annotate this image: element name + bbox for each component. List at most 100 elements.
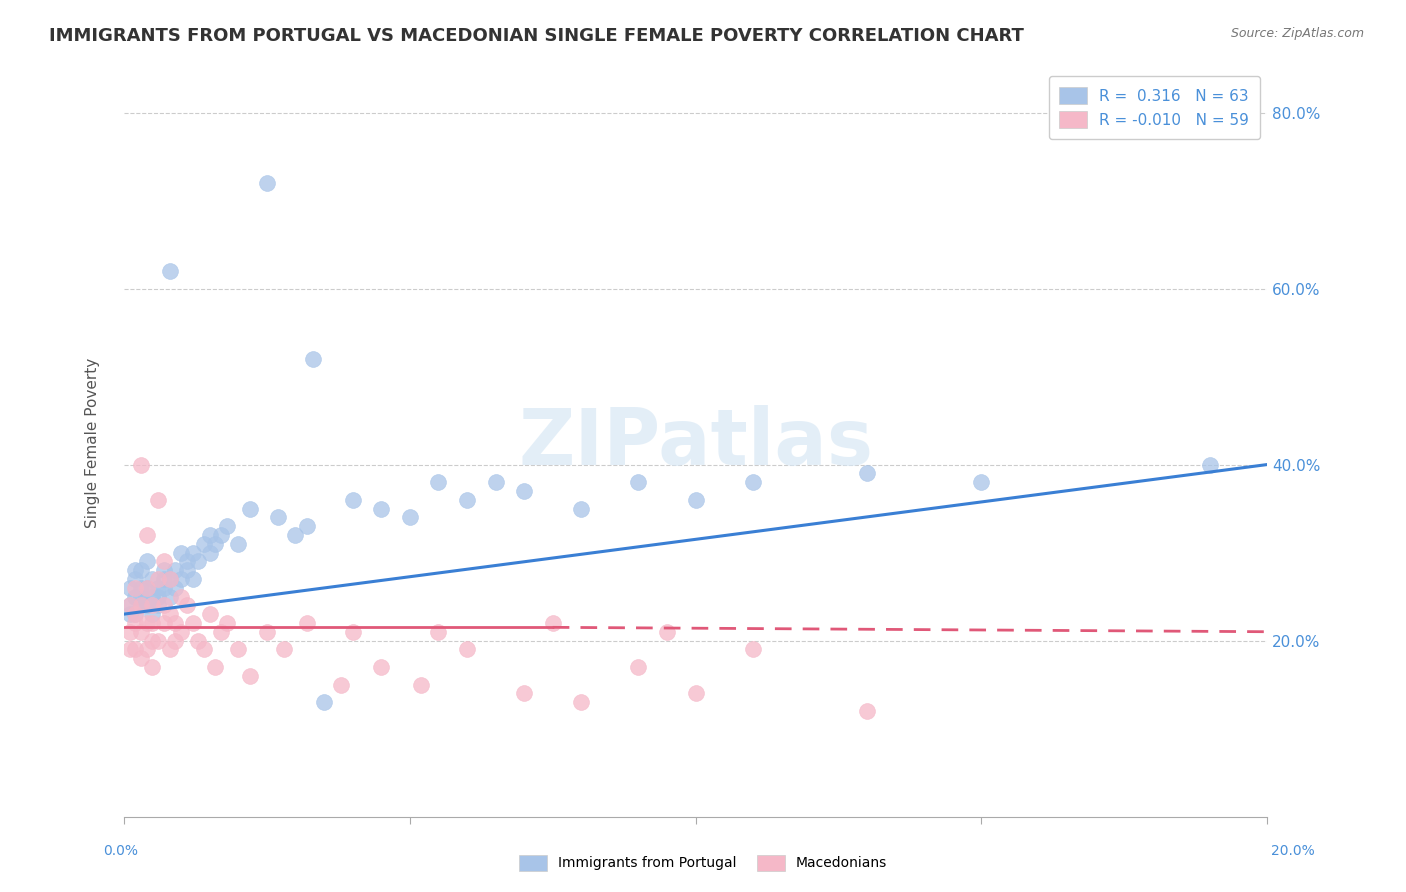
Point	[342, 624, 364, 639]
Point	[153, 581, 176, 595]
Point	[148, 590, 170, 604]
Point	[124, 563, 146, 577]
Point	[129, 581, 152, 595]
Point	[148, 599, 170, 613]
Point	[165, 563, 187, 577]
Point	[370, 501, 392, 516]
Point	[256, 176, 278, 190]
Point	[427, 624, 450, 639]
Point	[165, 633, 187, 648]
Text: Source: ZipAtlas.com: Source: ZipAtlas.com	[1230, 27, 1364, 40]
Point	[685, 492, 707, 507]
Point	[456, 642, 478, 657]
Point	[284, 528, 307, 542]
Point	[513, 686, 536, 700]
Point	[129, 624, 152, 639]
Point	[159, 572, 181, 586]
Point	[427, 475, 450, 490]
Point	[124, 607, 146, 621]
Point	[655, 624, 678, 639]
Point	[209, 528, 232, 542]
Point	[198, 545, 221, 559]
Point	[239, 669, 262, 683]
Point	[856, 704, 879, 718]
Point	[135, 528, 157, 542]
Point	[135, 599, 157, 613]
Point	[342, 492, 364, 507]
Point	[741, 642, 763, 657]
Point	[569, 501, 592, 516]
Point	[135, 581, 157, 595]
Point	[226, 642, 249, 657]
Point	[176, 554, 198, 568]
Point	[141, 590, 163, 604]
Point	[118, 624, 141, 639]
Point	[193, 537, 215, 551]
Y-axis label: Single Female Poverty: Single Female Poverty	[86, 358, 100, 528]
Point	[295, 615, 318, 630]
Point	[411, 677, 433, 691]
Point	[118, 599, 141, 613]
Point	[118, 642, 141, 657]
Point	[159, 264, 181, 278]
Point	[295, 519, 318, 533]
Point	[118, 599, 141, 613]
Point	[129, 458, 152, 472]
Point	[141, 607, 163, 621]
Point	[141, 660, 163, 674]
Point	[215, 615, 238, 630]
Point	[856, 467, 879, 481]
Point	[170, 590, 193, 604]
Point	[135, 615, 157, 630]
Point	[135, 554, 157, 568]
Point	[198, 607, 221, 621]
Point	[456, 492, 478, 507]
Point	[226, 537, 249, 551]
Point	[129, 651, 152, 665]
Point	[153, 615, 176, 630]
Point	[176, 599, 198, 613]
Point	[148, 572, 170, 586]
Point	[153, 599, 176, 613]
Legend: Immigrants from Portugal, Macedonians: Immigrants from Portugal, Macedonians	[513, 849, 893, 876]
Point	[124, 572, 146, 586]
Point	[165, 581, 187, 595]
Point	[627, 475, 650, 490]
Point	[148, 492, 170, 507]
Point	[124, 615, 146, 630]
Point	[148, 633, 170, 648]
Point	[627, 660, 650, 674]
Point	[135, 581, 157, 595]
Point	[267, 510, 290, 524]
Point	[301, 351, 323, 366]
Point	[159, 607, 181, 621]
Point	[181, 572, 204, 586]
Point	[170, 624, 193, 639]
Point	[124, 642, 146, 657]
Point	[118, 581, 141, 595]
Point	[141, 572, 163, 586]
Point	[569, 695, 592, 709]
Text: ZIPatlas: ZIPatlas	[519, 405, 873, 481]
Point	[398, 510, 420, 524]
Point	[204, 537, 226, 551]
Point	[129, 590, 152, 604]
Point	[124, 581, 146, 595]
Point	[970, 475, 993, 490]
Point	[170, 545, 193, 559]
Point	[1199, 458, 1222, 472]
Point	[124, 607, 146, 621]
Point	[141, 599, 163, 613]
Point	[129, 599, 152, 613]
Point	[239, 501, 262, 516]
Point	[187, 554, 209, 568]
Text: IMMIGRANTS FROM PORTUGAL VS MACEDONIAN SINGLE FEMALE POVERTY CORRELATION CHART: IMMIGRANTS FROM PORTUGAL VS MACEDONIAN S…	[49, 27, 1024, 45]
Point	[135, 642, 157, 657]
Point	[181, 615, 204, 630]
Point	[215, 519, 238, 533]
Point	[312, 695, 335, 709]
Point	[273, 642, 295, 657]
Point	[198, 528, 221, 542]
Point	[685, 686, 707, 700]
Point	[330, 677, 353, 691]
